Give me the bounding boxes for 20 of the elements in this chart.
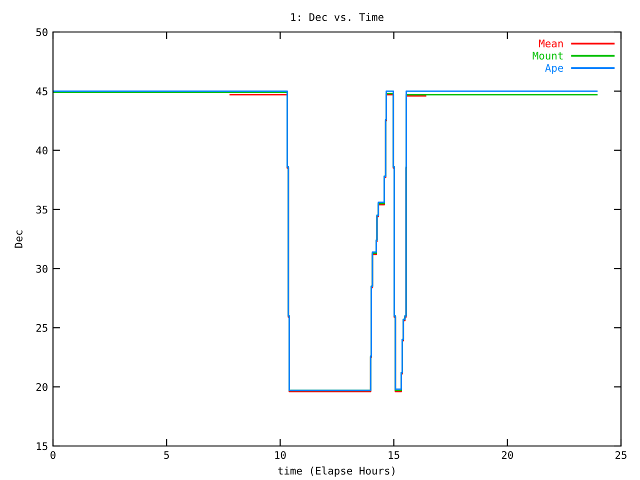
y-tick-label: 40 [36, 146, 48, 154]
legend-label: Mean [539, 40, 563, 48]
x-tick-label: 15 [388, 451, 400, 459]
y-tick-label: 15 [36, 442, 48, 450]
y-tick-label: 50 [36, 28, 48, 36]
y-tick-label: 20 [36, 383, 48, 391]
x-tick-label: 10 [275, 451, 286, 459]
y-tick-label: 30 [36, 264, 48, 273]
y-tick-label: 35 [36, 206, 48, 214]
legend-label: Mount [532, 52, 563, 60]
y-tick-label: 45 [36, 88, 48, 96]
x-tick-label: 25 [616, 451, 626, 459]
y-axis-title: Dec [14, 230, 22, 248]
x-tick-label: 5 [164, 451, 169, 459]
chart-title: 1: Dec vs. Time [291, 12, 384, 22]
legend-label: Ape [545, 64, 564, 74]
x-tick-label: 20 [502, 451, 513, 459]
x-tick-label: 0 [50, 451, 56, 459]
y-tick-label: 25 [36, 324, 48, 332]
x-axis-title: time (Elapse Hours) [278, 466, 394, 477]
